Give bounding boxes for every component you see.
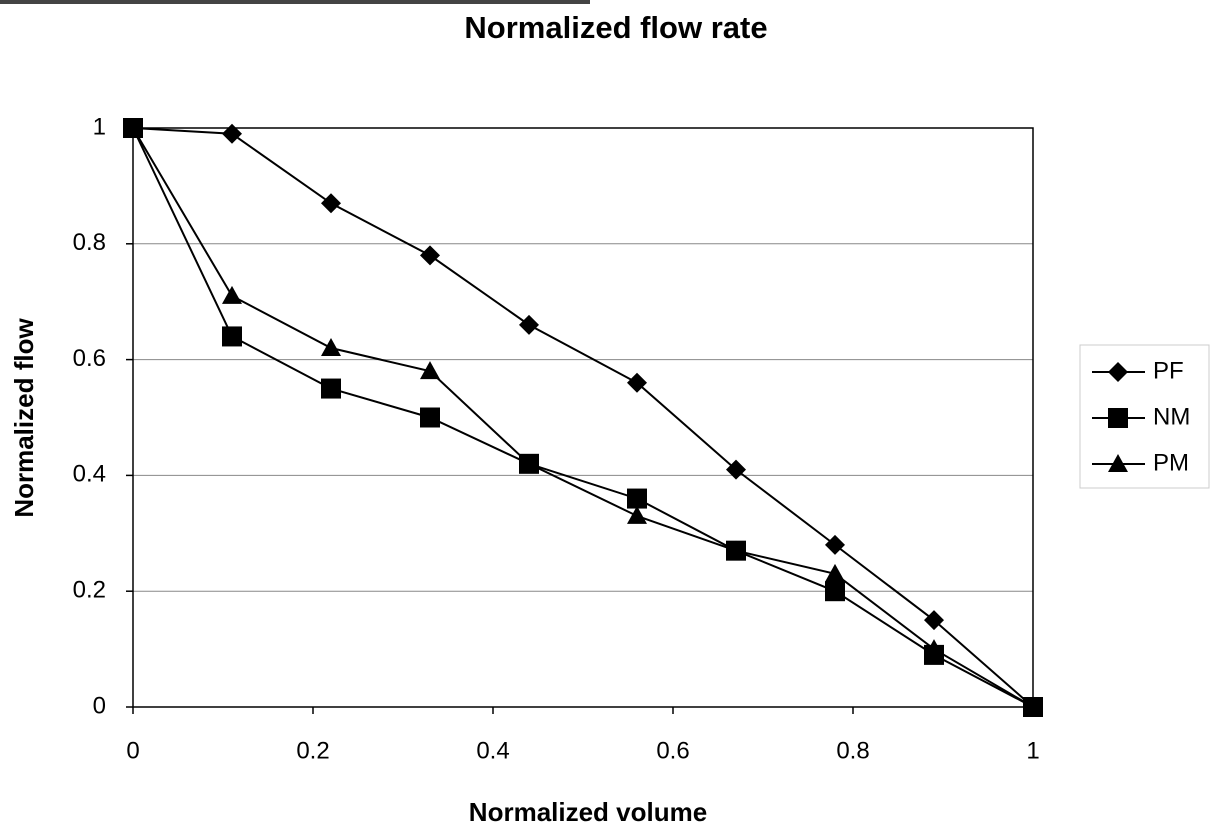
legend-marker — [1108, 362, 1128, 382]
legend-marker — [1108, 454, 1128, 472]
marker — [1023, 697, 1043, 715]
x-axis-title: Normalized volume — [469, 797, 707, 827]
chart-title: Normalized flow rate — [464, 10, 767, 45]
series-line — [132, 127, 1034, 708]
marker — [321, 338, 341, 357]
x-tick-label: 1 — [1026, 737, 1039, 764]
legend-label: PF — [1153, 357, 1184, 384]
marker — [420, 407, 440, 428]
y-tick-label: 0 — [93, 692, 106, 719]
marker — [420, 245, 440, 266]
series-line — [132, 127, 1034, 708]
marker — [222, 326, 242, 347]
marker — [825, 534, 845, 555]
marker — [222, 123, 242, 144]
cropped-image-edge — [0, 0, 590, 4]
marker — [825, 581, 845, 602]
y-axis-title: Normalized flow — [9, 318, 39, 518]
marker — [627, 372, 647, 393]
y-tick-label: 0.8 — [73, 229, 106, 256]
marker — [519, 453, 539, 472]
marker — [123, 118, 143, 136]
x-tick-label: 0.8 — [836, 737, 869, 764]
marker — [321, 193, 341, 214]
plot-frame — [132, 127, 1034, 708]
y-tick-label: 0.6 — [73, 345, 106, 372]
x-tick-label: 0.4 — [476, 737, 509, 764]
x-tick-label: 0.2 — [296, 737, 329, 764]
marker — [627, 505, 647, 524]
x-tick-label: 0.6 — [656, 737, 689, 764]
marker — [726, 540, 746, 559]
marker — [627, 488, 647, 509]
marker — [726, 459, 746, 480]
series-line — [132, 127, 1034, 708]
x-tick-label: 0 — [126, 737, 139, 764]
marker — [420, 361, 440, 380]
y-tick-label: 0.2 — [73, 577, 106, 604]
y-tick-label: 1 — [93, 113, 106, 140]
marker — [519, 314, 539, 335]
marker — [321, 378, 341, 399]
legend-marker — [1108, 408, 1128, 428]
legend-label: PM — [1153, 449, 1189, 476]
marker — [924, 610, 944, 631]
legend: PF NM PM — [1079, 344, 1210, 489]
marker — [825, 563, 845, 582]
marker — [924, 639, 944, 658]
legend-label: NM — [1153, 403, 1190, 430]
marker — [222, 285, 242, 304]
y-tick-label: 0.4 — [73, 461, 106, 488]
